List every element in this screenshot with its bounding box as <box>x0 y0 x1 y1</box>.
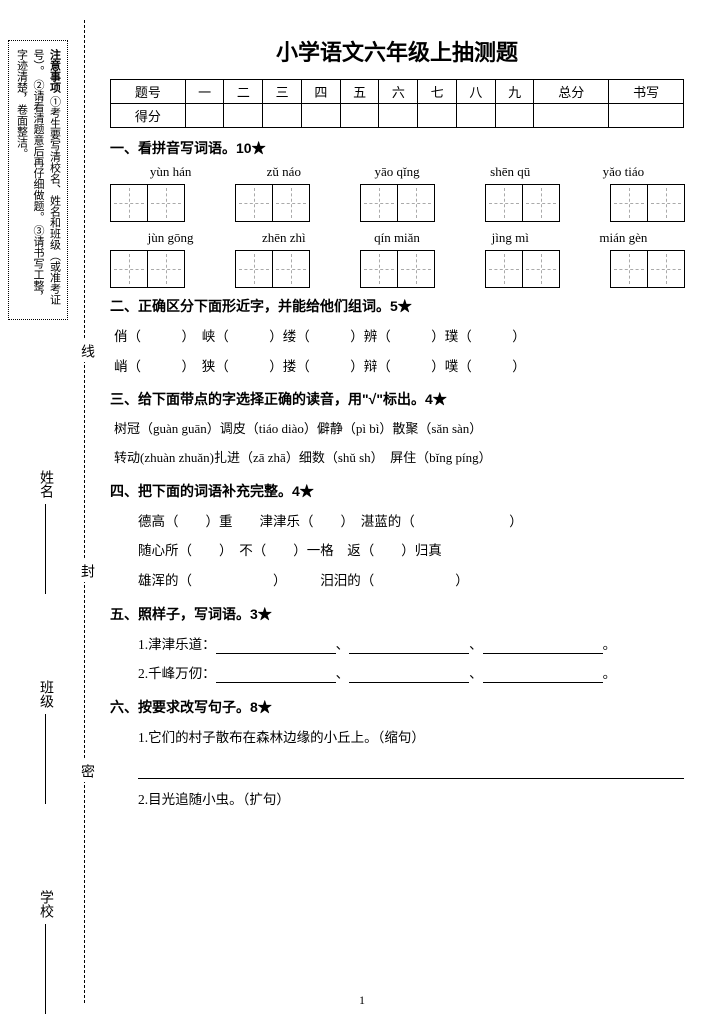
page-number: 1 <box>359 993 365 1008</box>
s6-q1: 1.它们的村子散布在森林边缘的小丘上。（缩句） <box>138 723 684 753</box>
s4-line2: 随心所（ ） 不（ ）一格 返（ ）归真 <box>138 536 684 566</box>
score-header-row: 题号 一 二 三 四 五 六 七 八 九 总分 书写 <box>111 80 684 104</box>
notice-title: 注意事项 <box>49 49 61 93</box>
s6-head: 六、按要求改写句子。8★ <box>110 697 684 717</box>
notice-line-2: ②请看清题意后再仔细做题。 <box>32 79 44 222</box>
s4-line1: 德高（ ）重 津津乐（ ） 湛蓝的（ ） <box>138 507 684 537</box>
score-value-row: 得分 <box>111 104 684 128</box>
s6-q2: 2.目光追随小虫。（扩句） <box>138 785 684 815</box>
th-2: 二 <box>224 80 263 104</box>
score-table: 题号 一 二 三 四 五 六 七 八 九 总分 书写 得分 <box>110 79 684 128</box>
field-banji: 班级 <box>35 680 55 804</box>
label-xian: 线 <box>76 340 96 362</box>
content: 小学语文六年级上抽测题 题号 一 二 三 四 五 六 七 八 九 总分 书写 得… <box>110 35 684 993</box>
s5-head: 五、照样子，写词语。3★ <box>110 604 684 624</box>
s4-line3: 雄浑的（ ） 汨汨的（ ） <box>138 566 684 596</box>
s3-head: 三、给下面带点的字选择正确的读音，用"√"标出。4★ <box>110 389 684 409</box>
th-8: 八 <box>456 80 495 104</box>
td-head: 得分 <box>111 104 186 128</box>
left-margin: 注意事项 ①考生要写清校名、姓名和班级（或准考证号）。 ②请看清题意后再仔细做题… <box>0 0 90 1023</box>
s1-boxes-2 <box>110 250 684 288</box>
s5-item2: 2.千峰万仞：、、。 <box>138 659 684 689</box>
th-5: 五 <box>340 80 379 104</box>
th-6: 六 <box>379 80 418 104</box>
s2-line2: 峭（ ） 狭（ ）搂（ ）辩（ ）噗（ ） <box>114 352 684 382</box>
binding-line <box>84 20 85 1003</box>
s6-ans1 <box>138 759 684 779</box>
label-mi: 密 <box>76 760 96 782</box>
th-3: 三 <box>263 80 302 104</box>
s2-line1: 俏（ ） 峡（ ）缕（ ）辨（ ）璞（ ） <box>114 322 684 352</box>
th-9: 九 <box>495 80 534 104</box>
th-1: 一 <box>185 80 224 104</box>
th-10: 总分 <box>534 80 609 104</box>
th-11: 书写 <box>609 80 684 104</box>
s3-line2: 转动(zhuàn zhuǎn)扎进（zā zhā）细数（shǔ sh） 屏住（b… <box>114 444 684 473</box>
s3-line1: 树冠（guàn guān）调皮（tiáo diào）僻静（pì bì）散聚（sǎ… <box>114 415 684 444</box>
s1-pinyin-1: yùn hán zǔ náo yāo qǐng shēn qū yǎo tiáo <box>110 164 684 180</box>
s4-head: 四、把下面的词语补充完整。4★ <box>110 481 684 501</box>
notice-box: 注意事项 ①考生要写清校名、姓名和班级（或准考证号）。 ②请看清题意后再仔细做题… <box>8 40 68 320</box>
label-feng: 封 <box>76 560 96 582</box>
s2-head: 二、正确区分下面形近字，并能给他们组词。5★ <box>110 296 684 316</box>
s1-head: 一、看拼音写词语。10★ <box>110 138 684 158</box>
field-xingming: 姓名 <box>35 470 55 594</box>
th-7: 七 <box>418 80 457 104</box>
page-title: 小学语文六年级上抽测题 <box>110 35 684 67</box>
s5-item1: 1.津津乐道：、、。 <box>138 630 684 660</box>
field-xuexiao: 学校 <box>35 890 55 1014</box>
th-4: 四 <box>301 80 340 104</box>
s1-boxes-1 <box>110 184 684 222</box>
s1-pinyin-2: jùn gōng zhēn zhì qín miǎn jìng mì mián … <box>110 230 684 246</box>
th-0: 题号 <box>111 80 186 104</box>
